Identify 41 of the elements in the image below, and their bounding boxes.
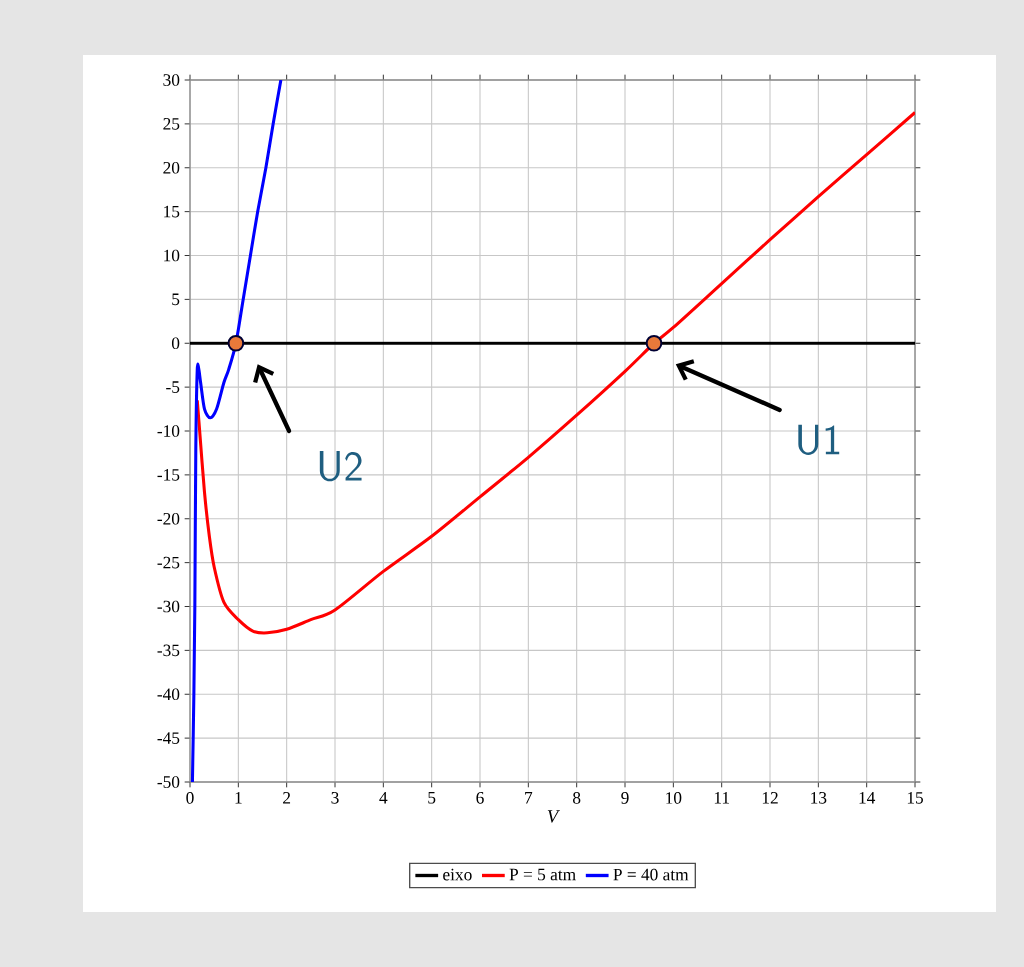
x-axis-title: V [547, 810, 560, 823]
y-tick-label: -10 [157, 425, 180, 437]
y-tick-label: 10 [164, 249, 180, 262]
x-tick-label: 9 [621, 792, 629, 804]
y-tick-label: -35 [157, 644, 180, 657]
x-tick-label: 8 [573, 792, 581, 804]
x-tick-label: 2 [283, 792, 291, 804]
legend-label: P = 40 atm [613, 868, 689, 881]
annotation: U1 [798, 424, 840, 455]
y-tick-label: 0 [171, 337, 180, 350]
y-tick-label: 25 [163, 118, 180, 130]
x-tick-label: 10 [666, 792, 682, 804]
y-tick-label: -15 [157, 469, 180, 481]
legend-label: eixo [443, 868, 472, 881]
y-tick-label: -30 [157, 600, 180, 613]
y-tick-label: 15 [164, 205, 180, 218]
x-tick-label: 0 [186, 792, 194, 804]
y-tick-label: -50 [157, 776, 180, 788]
annotation: U2 [319, 450, 362, 482]
x-tick-label: 15 [907, 792, 923, 804]
x-tick-label: 3 [331, 792, 339, 804]
line-series [190, 80, 283, 782]
y-tick-label: 5 [172, 293, 180, 306]
x-tick-label: 13 [811, 792, 827, 804]
y-tick-label: -45 [157, 732, 180, 744]
x-tick-label: 14 [859, 792, 876, 804]
y-tick-label: -40 [157, 688, 180, 701]
x-tick-label: 7 [525, 792, 533, 804]
y-tick-label: -20 [157, 512, 180, 525]
y-tick-label: -5 [166, 381, 180, 393]
legend-label: P = 5 atm [509, 868, 576, 881]
x-tick-label: 5 [428, 792, 436, 804]
y-tick-label: 30 [163, 74, 180, 86]
y-tick-label: -25 [157, 556, 180, 569]
x-tick-label: 6 [476, 792, 484, 804]
line-series [195, 110, 916, 635]
x-tick-label: 4 [379, 792, 388, 804]
x-tick-label: 11 [714, 792, 729, 804]
x-tick-label: 12 [762, 792, 778, 804]
y-tick-label: 20 [163, 161, 180, 174]
x-tick-label: 1 [235, 792, 242, 804]
